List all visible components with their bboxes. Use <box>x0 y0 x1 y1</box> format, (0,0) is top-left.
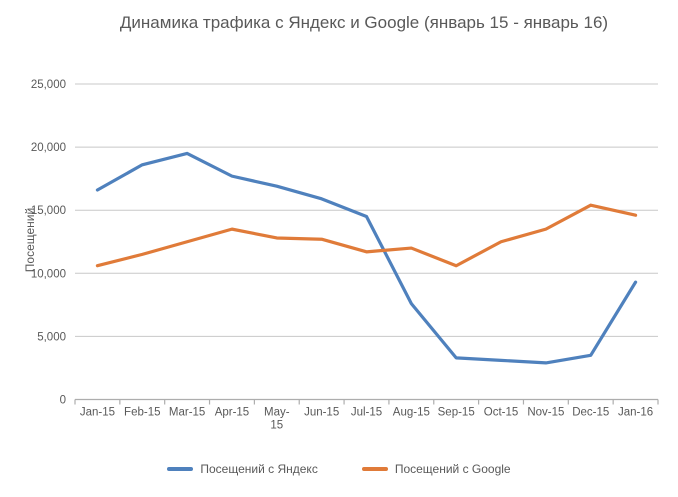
yandex-line-swatch <box>167 467 194 471</box>
y-tick-label: 20,000 <box>31 142 66 154</box>
x-tick-label: Dec-15 <box>572 407 609 419</box>
x-tick-label: Oct-15 <box>484 407 519 419</box>
x-tick-label: Jan-15 <box>80 407 115 419</box>
yandex-series-line <box>95 151 638 365</box>
x-tick-label: Mar-15 <box>169 407 205 419</box>
x-tick-label: Jan-16 <box>618 407 653 419</box>
google-line-swatch <box>361 467 388 471</box>
x-tick-label: Jul-15 <box>351 407 382 419</box>
x-tick-label: Apr-15 <box>215 407 250 419</box>
x-tick-label: Aug-15 <box>393 407 430 419</box>
x-tick-label: Nov-15 <box>527 407 564 419</box>
plot-area: 0 5,000 10,000 15,000 20,000 25,000 Jan-15 Feb-… <box>31 79 659 432</box>
chart-title: Динамика трафика с Яндекс и Google (янва… <box>119 13 609 32</box>
x-tick-label: Sep-15 <box>438 407 475 419</box>
x-tick-label: Jun-15 <box>304 407 339 419</box>
y-tick-label: 15,000 <box>31 205 66 217</box>
x-tick-label: Feb-15 <box>124 407 160 419</box>
y-tick-label: 5,000 <box>37 331 66 343</box>
x-tick-label: May-15 <box>264 407 290 432</box>
legend-label-yandex: Посещений с Яндекс <box>200 462 318 476</box>
legend: Посещений с Яндекс Посещений с Google <box>0 462 678 476</box>
y-tick-label: 10,000 <box>31 268 66 280</box>
legend-label-google: Посещений с Google <box>394 462 511 476</box>
legend-item-google: Посещений с Google <box>361 462 511 476</box>
y-tick-label: 0 <box>60 395 66 407</box>
y-tick-label: 25,000 <box>31 79 66 91</box>
google-series-line <box>95 203 638 268</box>
legend-item-yandex: Посещений с Яндекс <box>167 462 318 476</box>
